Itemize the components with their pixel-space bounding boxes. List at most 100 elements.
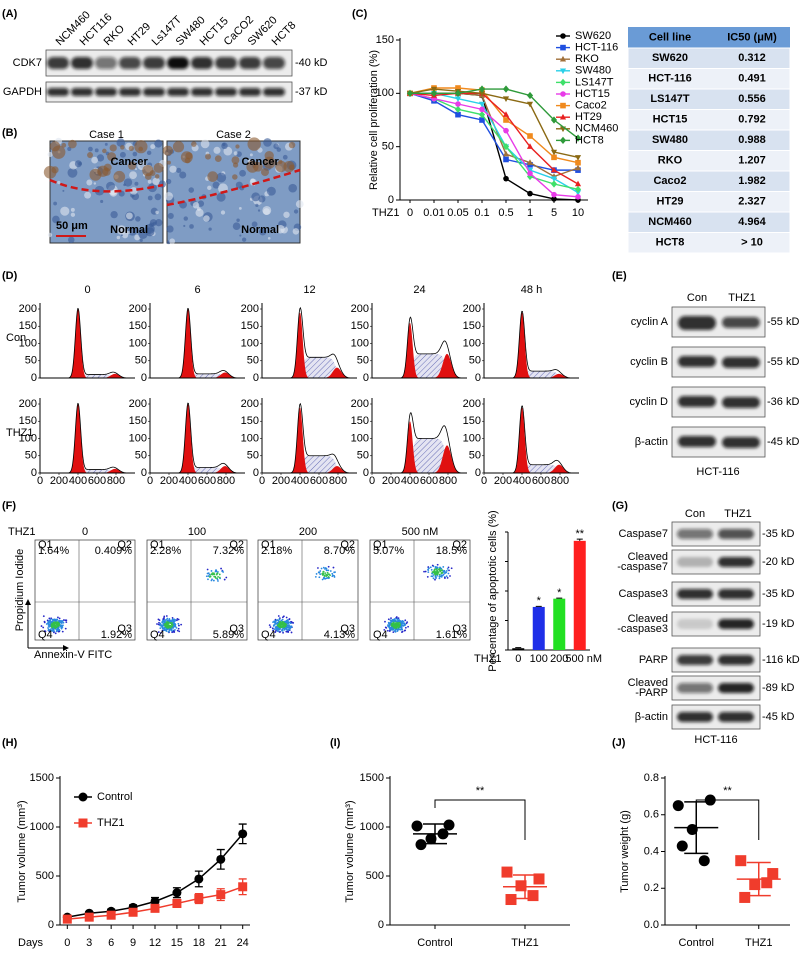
- event-dot: [52, 629, 55, 632]
- event-dot: [272, 625, 275, 627]
- event-dot: [54, 627, 57, 629]
- histogram-g2: [541, 373, 579, 378]
- quadrant-value: 2.28%: [150, 545, 181, 557]
- ihc-texture: [155, 210, 159, 215]
- histogram-g2: [429, 445, 467, 473]
- event-dot: [329, 574, 331, 577]
- ihc-texture: [216, 192, 226, 202]
- blot-band: [677, 683, 713, 693]
- event-dot: [317, 567, 319, 569]
- event-dot: [216, 578, 219, 581]
- event-dot: [284, 625, 287, 628]
- y-tick-label: 500: [366, 870, 384, 882]
- error-bar: [535, 605, 542, 607]
- legend-marker: [560, 44, 566, 51]
- histogram-g1: [391, 322, 426, 378]
- event-dot: [430, 568, 433, 571]
- event-dot: [218, 573, 221, 576]
- y-axis-label: Relative cell proliferation (%): [368, 50, 380, 190]
- event-dot: [167, 630, 170, 633]
- event-dot: [319, 573, 322, 576]
- ihc-stain: [153, 162, 164, 173]
- y-tick-label: 100: [351, 432, 369, 444]
- event-dot: [407, 625, 410, 628]
- marker: [415, 839, 427, 851]
- event-dot: [162, 618, 165, 620]
- event-dot: [288, 625, 291, 627]
- quadrant-name: Q1: [261, 539, 276, 551]
- ihc-texture: [93, 182, 97, 185]
- panel-label: (G): [612, 500, 628, 512]
- event-dot: [278, 625, 280, 627]
- event-dot: [174, 625, 177, 628]
- ihc-stain: [207, 171, 219, 182]
- marker: [515, 880, 527, 892]
- bar: [512, 648, 525, 650]
- bar: [532, 606, 545, 650]
- y-tick-label: 150: [463, 320, 481, 332]
- event-dot: [438, 569, 441, 572]
- event-dot: [161, 629, 164, 632]
- lane-label: THZ1: [724, 508, 752, 520]
- event-dot: [173, 620, 176, 623]
- ihc-texture: [94, 185, 105, 196]
- event-dot: [286, 630, 289, 633]
- table-cell: NCM460: [648, 216, 691, 228]
- ihc-texture: [192, 201, 200, 209]
- event-dot: [286, 629, 289, 632]
- y-tick-label: 200: [241, 398, 259, 410]
- x-tick-label: 0.05: [447, 207, 468, 219]
- event-dot: [48, 623, 51, 626]
- event-dot: [400, 626, 403, 628]
- y-tick-label: 1500: [30, 772, 54, 784]
- event-dot: [398, 624, 401, 627]
- ihc-stain: [127, 161, 137, 170]
- quadrant-name: Q1: [373, 539, 388, 551]
- event-dot: [431, 571, 434, 573]
- row-label: CDK7: [13, 57, 42, 69]
- event-dot: [58, 617, 61, 620]
- event-dot: [431, 572, 433, 575]
- y-axis-label: Tumor volume (mm³): [16, 800, 28, 902]
- ihc-texture: [155, 219, 163, 227]
- event-dot: [446, 567, 449, 570]
- x-tick-label: 0: [37, 475, 43, 487]
- event-dot: [322, 572, 324, 575]
- ihc-texture: [189, 224, 194, 229]
- event-dot: [172, 622, 175, 625]
- event-dot: [166, 626, 168, 629]
- quadrant-name: Q2: [117, 539, 132, 551]
- marker: [526, 143, 534, 149]
- x-tick-label: 100: [530, 653, 548, 665]
- event-dot: [401, 620, 404, 623]
- ihc-texture: [116, 138, 126, 147]
- table-cell: 0.491: [738, 73, 766, 85]
- sd-bar: [513, 874, 537, 900]
- event-dot: [207, 578, 209, 581]
- ihc-stain: [149, 170, 156, 176]
- series-line: [409, 92, 579, 198]
- event-dot: [290, 625, 293, 628]
- quadrant-value: 1.61%: [436, 629, 467, 641]
- event-dot: [215, 573, 218, 576]
- marker: [533, 873, 545, 885]
- table-cell: 4.964: [738, 216, 766, 228]
- event-dot: [62, 621, 65, 624]
- ihc-texture: [259, 228, 267, 236]
- ihc-texture: [208, 227, 212, 231]
- ihc-texture: [147, 179, 152, 184]
- histogram-outline: [281, 306, 357, 379]
- marker: [698, 855, 710, 867]
- table-cell: 2.327: [738, 196, 766, 208]
- ihc-stain: [184, 157, 191, 164]
- ihc-texture: [235, 181, 243, 189]
- event-dot: [401, 631, 403, 633]
- bar: [573, 540, 586, 650]
- marker: [455, 101, 461, 107]
- x-tick-label: 200: [494, 475, 512, 487]
- event-dot: [449, 575, 451, 577]
- ihc-texture: [221, 142, 228, 150]
- x-tick-label: 6: [108, 937, 114, 949]
- event-dot: [160, 631, 162, 634]
- legend-marker: [560, 102, 566, 109]
